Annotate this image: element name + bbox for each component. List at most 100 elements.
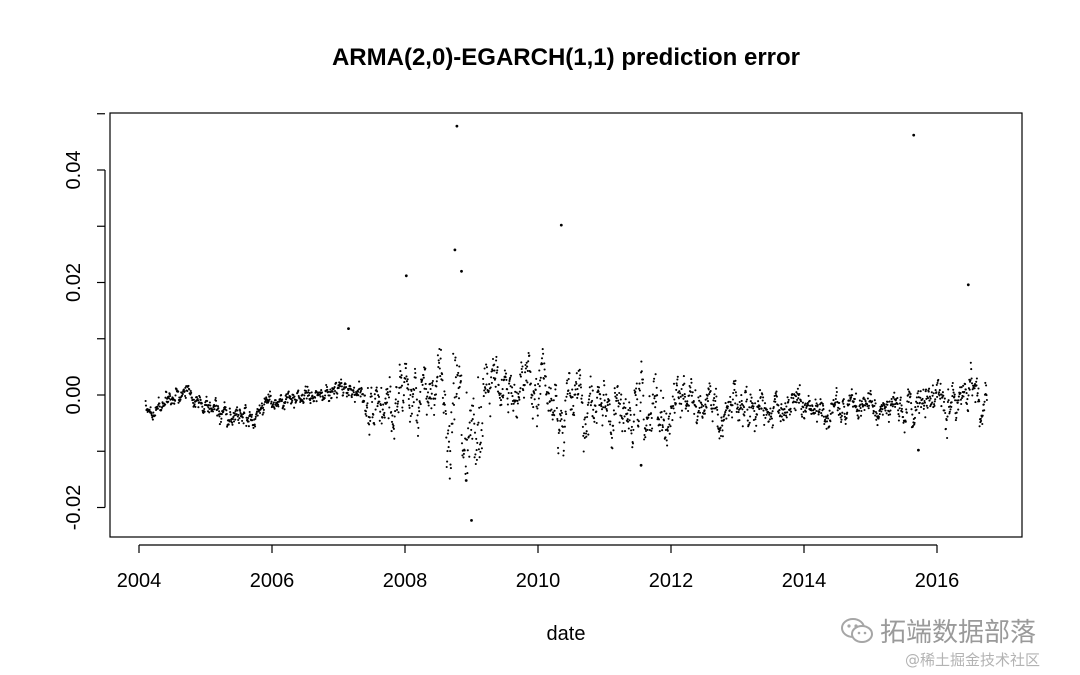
data-point <box>510 392 513 395</box>
data-point <box>896 396 899 400</box>
data-point <box>439 357 442 360</box>
data-point <box>892 396 895 399</box>
data-point <box>823 422 826 426</box>
data-point <box>201 405 204 408</box>
data-point <box>406 378 409 381</box>
data-point <box>749 415 752 418</box>
data-point <box>923 404 926 407</box>
data-point <box>414 376 417 379</box>
data-point <box>922 388 925 391</box>
data-point <box>746 419 749 422</box>
data-point <box>325 385 329 389</box>
data-point <box>787 398 790 401</box>
data-point <box>599 393 602 396</box>
data-point <box>192 401 195 404</box>
data-point <box>480 429 483 432</box>
data-point <box>852 400 855 403</box>
data-point <box>665 439 668 442</box>
data-point <box>758 408 761 411</box>
data-point <box>258 411 262 415</box>
data-point <box>790 396 793 399</box>
data-point <box>585 430 588 433</box>
data-point <box>683 393 686 396</box>
data-point <box>867 407 870 410</box>
data-point <box>309 402 312 405</box>
data-point <box>603 384 606 387</box>
data-point <box>156 407 159 410</box>
data-point <box>307 391 310 394</box>
data-point <box>942 394 945 397</box>
data-point <box>770 417 773 420</box>
data-point <box>584 432 588 435</box>
data-point <box>729 400 732 404</box>
data-point <box>424 382 427 385</box>
data-point <box>380 386 383 389</box>
data-point <box>839 413 842 416</box>
data-point <box>333 389 337 393</box>
data-point <box>867 404 871 407</box>
data-point <box>195 396 198 399</box>
data-point <box>945 419 948 422</box>
data-point <box>247 416 250 420</box>
data-point <box>624 406 627 409</box>
data-point <box>174 399 177 402</box>
data-point <box>422 374 425 377</box>
data-point <box>798 392 801 396</box>
data-point <box>380 422 383 425</box>
data-point <box>224 406 227 409</box>
data-point <box>628 419 631 422</box>
data-point <box>848 394 851 397</box>
data-point <box>784 402 787 405</box>
data-point <box>154 414 157 417</box>
data-point <box>635 387 638 390</box>
data-point <box>732 391 735 395</box>
data-point <box>324 394 327 397</box>
data-point <box>229 411 232 414</box>
data-point <box>225 409 228 412</box>
data-point <box>374 408 377 411</box>
data-point <box>446 450 449 453</box>
data-point <box>577 392 580 395</box>
data-point <box>762 396 765 399</box>
data-point <box>482 395 485 398</box>
data-point <box>496 390 500 393</box>
data-point <box>352 389 355 392</box>
data-point <box>714 399 717 403</box>
data-point <box>821 402 824 405</box>
data-point <box>150 412 153 415</box>
data-point <box>754 415 757 419</box>
data-point <box>816 403 819 407</box>
data-point <box>759 395 762 399</box>
data-point <box>560 411 563 414</box>
data-point <box>678 390 681 393</box>
data-point <box>935 383 938 386</box>
data-point <box>575 382 578 385</box>
data-point <box>564 399 567 402</box>
data-point <box>856 414 859 417</box>
data-point <box>963 390 966 393</box>
data-point <box>762 409 765 412</box>
data-point <box>976 392 979 395</box>
data-point <box>979 417 982 420</box>
data-point <box>218 415 221 418</box>
data-point <box>805 406 808 409</box>
data-point <box>550 408 553 411</box>
data-point <box>505 378 508 381</box>
data-point <box>397 392 400 395</box>
data-point-outlier <box>470 519 473 522</box>
data-point <box>795 401 798 404</box>
data-point <box>811 405 814 408</box>
data-point <box>586 412 589 415</box>
data-point <box>934 398 937 401</box>
data-point <box>274 399 277 402</box>
data-point <box>551 418 554 421</box>
data-point <box>518 390 521 393</box>
data-point <box>479 450 482 453</box>
data-point <box>592 417 596 420</box>
data-point <box>968 380 972 383</box>
data-point <box>796 398 799 401</box>
data-point <box>587 433 590 436</box>
data-point <box>290 398 293 401</box>
data-point <box>500 403 503 406</box>
data-point <box>360 387 363 391</box>
